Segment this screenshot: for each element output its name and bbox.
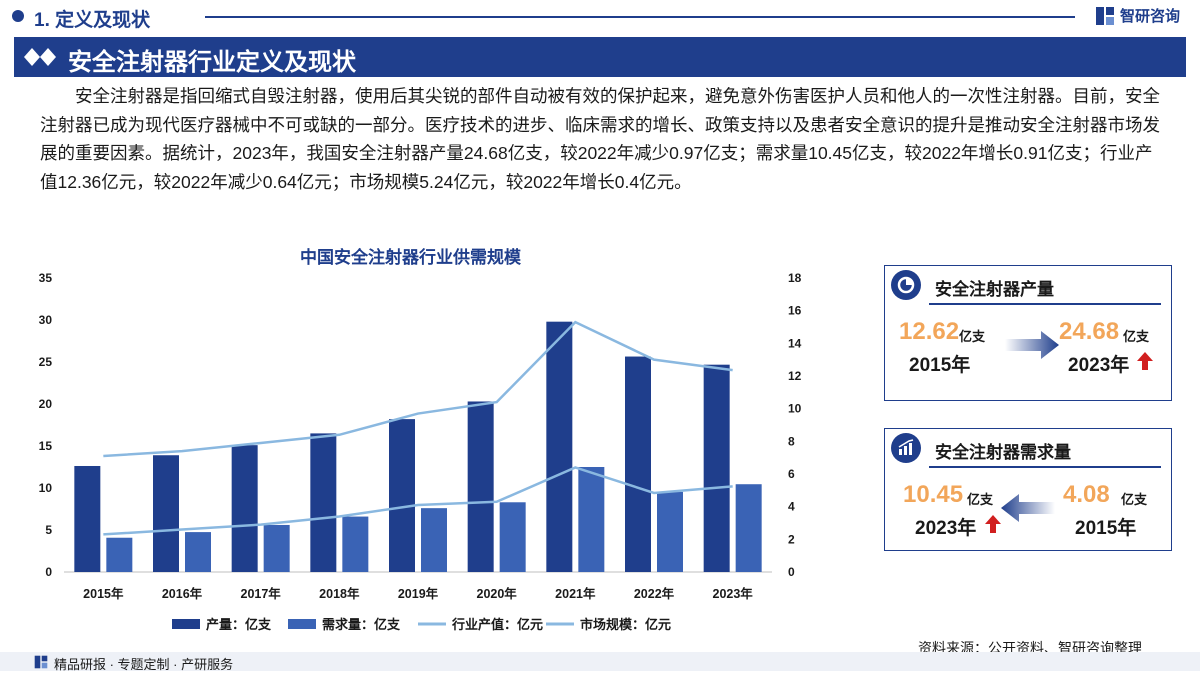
title-banner: 安全注射器行业定义及现状 xyxy=(14,37,1186,77)
demand-card-title: 安全注射器需求量 xyxy=(935,443,1071,462)
output-card-title: 安全注射器产量 xyxy=(935,280,1054,299)
section-title: 1. 定义及现状 xyxy=(34,10,151,31)
output-bar xyxy=(389,419,415,572)
brand-logo-icon xyxy=(1096,6,1114,25)
chart-title: 中国安全注射器行业供需规模 xyxy=(300,248,521,267)
header-divider xyxy=(205,16,1075,18)
output-bar xyxy=(625,356,651,572)
legend-swatch xyxy=(288,619,316,629)
supply-demand-chart: 0 5 10 15 20 25 30 35 0 2 4 6 8 10 12 14 16 18 2015年 2016年 2… xyxy=(39,271,802,632)
right-axis-tick-label: 4 xyxy=(788,500,795,514)
footer-text: 精品研报 · 专题定制 · 产研服务 xyxy=(54,657,234,672)
output-bar xyxy=(703,364,730,572)
left-axis-tick-label: 35 xyxy=(39,271,53,285)
up-arrow-icon xyxy=(985,515,1001,533)
demand-card-header: 安全注射器需求量 xyxy=(885,429,1171,468)
footer-bar: 精品研报 · 专题定制 · 产研服务 xyxy=(0,652,1200,672)
right-axis-tick-label: 16 xyxy=(788,304,802,318)
demand-2023-unit: 亿支 xyxy=(967,492,994,507)
demand-bar xyxy=(578,467,605,572)
bar-chart-icon xyxy=(891,433,921,463)
demand-bar xyxy=(499,502,526,572)
right-arrow-icon xyxy=(1005,331,1059,359)
demand-2015-year: 2015年 xyxy=(1075,518,1137,539)
output-2015-value: 12.62 xyxy=(899,318,960,345)
section-bullet-icon xyxy=(12,10,24,22)
output-bar xyxy=(74,465,101,572)
x-axis-tick-label: 2015年 xyxy=(83,586,124,601)
right-axis-tick-label: 0 xyxy=(788,565,795,579)
x-axis-tick-label: 2017年 xyxy=(241,586,282,601)
card-header-divider xyxy=(929,466,1161,468)
market-size-line xyxy=(103,466,733,536)
demand-2023-year: 2023年 xyxy=(915,518,977,539)
brand: 智研咨询 xyxy=(1095,5,1180,26)
top-header: 1. 定义及现状 智研咨询 xyxy=(0,0,1200,34)
output-2023-unit: 亿支 xyxy=(1123,329,1150,344)
legend-swatch xyxy=(172,619,200,629)
pie-chart-icon xyxy=(891,270,921,300)
left-axis-tick-label: 0 xyxy=(45,565,52,579)
output-value-line xyxy=(103,320,733,458)
x-axis-tick-label: 2021年 xyxy=(555,586,596,601)
x-axis-tick-label: 2022年 xyxy=(634,586,675,601)
brand-logo-icon xyxy=(34,655,48,669)
left-axis-tick-label: 30 xyxy=(39,313,53,327)
x-axis-tick-label: 2019年 xyxy=(398,586,439,601)
left-axis-tick-label: 5 xyxy=(45,523,52,537)
right-axis-tick-label: 2 xyxy=(788,532,795,546)
right-axis-tick-label: 8 xyxy=(788,434,795,448)
x-axis-tick-label: 2016年 xyxy=(162,586,203,601)
banner-title: 安全注射器行业定义及现状 xyxy=(68,49,356,76)
demand-bar xyxy=(106,537,133,572)
output-2015-unit: 亿支 xyxy=(959,329,986,344)
x-axis-tick-label: 2023年 xyxy=(713,586,754,601)
left-axis-tick-label: 10 xyxy=(39,481,53,495)
right-axis-tick-label: 18 xyxy=(788,271,802,285)
output-bar xyxy=(231,445,258,572)
output-bar xyxy=(310,433,337,572)
diamond-icon xyxy=(24,48,56,66)
right-axis-tick-label: 14 xyxy=(788,336,802,350)
legend-label: 需求量：亿支 xyxy=(322,617,401,632)
output-2015-year: 2015年 xyxy=(909,355,971,376)
output-card-header: 安全注射器产量 xyxy=(885,266,1171,305)
left-axis-tick-label: 25 xyxy=(39,355,53,369)
output-bar xyxy=(153,455,179,572)
right-axis-tick-label: 6 xyxy=(788,467,795,481)
left-arrow-icon xyxy=(1001,494,1055,522)
output-bar xyxy=(546,321,573,572)
output-2023-year: 2023年 xyxy=(1068,355,1130,376)
up-arrow-icon xyxy=(1137,352,1153,370)
brand-name: 智研咨询 xyxy=(1120,8,1181,25)
demand-2015-value: 4.08 xyxy=(1063,481,1110,508)
demand-bar xyxy=(657,491,683,572)
demand-card: 安全注射器需求量 10.45 亿支 2023年 4.08 亿支 2015年 xyxy=(884,428,1172,551)
card-header-divider xyxy=(929,303,1161,305)
output-2023-value: 24.68 xyxy=(1059,318,1120,345)
right-axis-tick-label: 12 xyxy=(788,369,802,383)
legend-label: 市场规模：亿元 xyxy=(580,617,671,632)
intro-paragraph: 安全注射器是指回缩式自毁注射器，使用后其尖锐的部件自动被有效的保护起来，避免意外… xyxy=(40,86,1160,192)
demand-2015-unit: 亿支 xyxy=(1121,492,1148,507)
left-axis-tick-label: 20 xyxy=(39,397,53,411)
output-card: 安全注射器产量 12.62 亿支 2015年 24.68 亿支 2023年 xyxy=(884,265,1172,401)
demand-bar xyxy=(421,508,447,572)
demand-bar xyxy=(735,484,762,572)
legend-label: 行业产值：亿元 xyxy=(451,617,543,632)
left-axis-tick-label: 15 xyxy=(39,439,53,453)
right-axis-tick-label: 10 xyxy=(788,402,802,416)
demand-2023-value: 10.45 xyxy=(903,481,964,508)
output-bar xyxy=(467,401,494,572)
demand-bar xyxy=(185,532,211,572)
legend-label: 产量：亿支 xyxy=(206,617,272,632)
x-axis-tick-label: 2018年 xyxy=(319,586,360,601)
demand-bar xyxy=(342,516,369,572)
x-axis-tick-label: 2020年 xyxy=(477,586,518,601)
demand-bar xyxy=(263,524,290,572)
